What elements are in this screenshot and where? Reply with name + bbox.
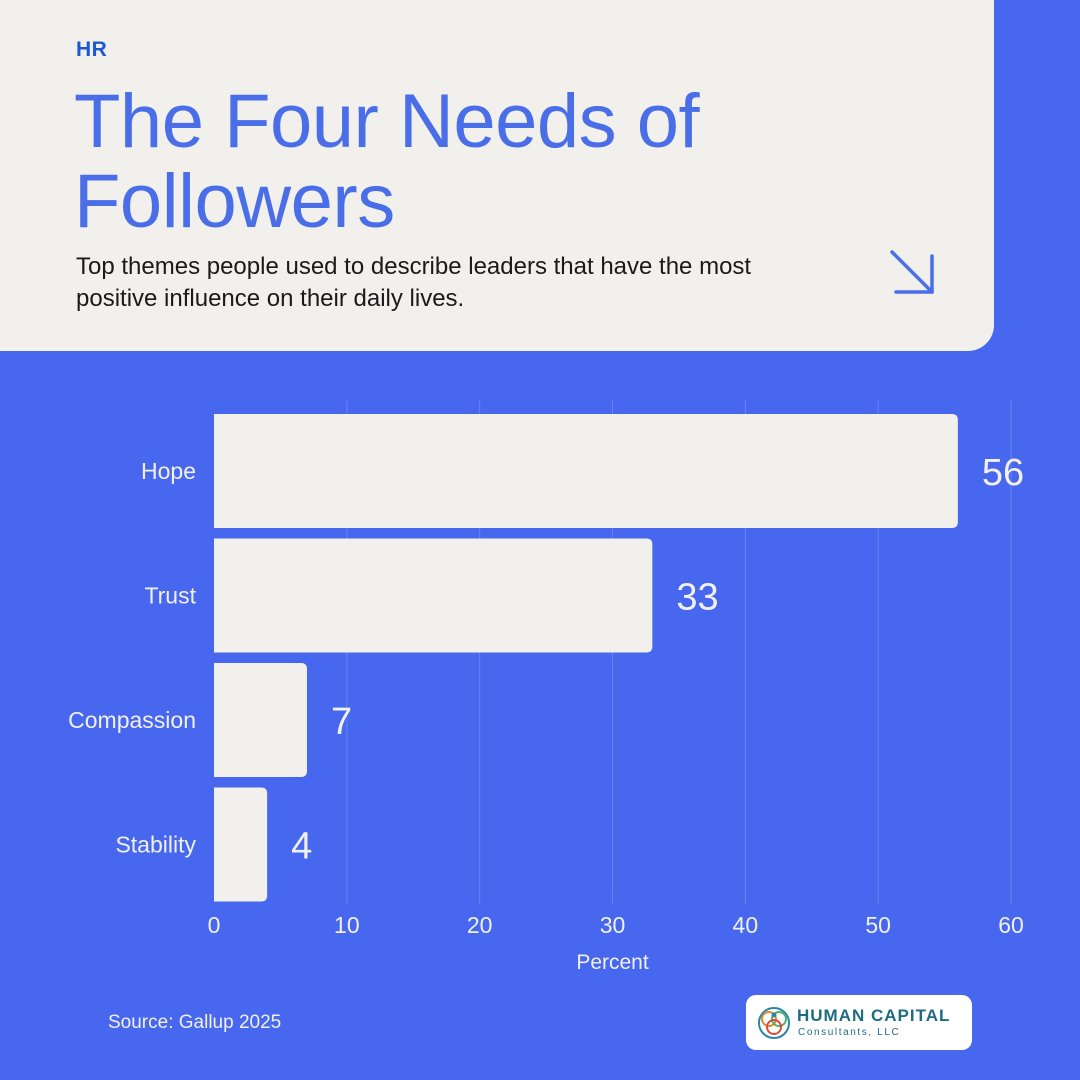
x-tick-label: 60 xyxy=(998,912,1024,938)
x-tick-label: 50 xyxy=(865,912,891,938)
category-label: Hope xyxy=(141,458,196,484)
logo-subtitle: Consultants, LLC xyxy=(798,1027,901,1038)
source-note: Source: Gallup 2025 xyxy=(108,1012,282,1033)
bar-stability xyxy=(214,787,268,902)
company-logo: HUMAN CAPITAL Consultants, LLC xyxy=(746,995,972,1050)
chart-labels: 0 10 20 30 40 50 60 Percent Hope 56 Trust 33 Compass… xyxy=(68,452,1024,974)
bar-trust xyxy=(214,538,653,653)
page-subtitle: Top themes people used to describe leade… xyxy=(76,253,752,312)
bar-compassion xyxy=(214,663,307,777)
value-label: 4 xyxy=(291,826,312,868)
logo-name: HUMAN CAPITAL xyxy=(797,1006,951,1025)
category-label: Stability xyxy=(115,832,196,858)
x-tick-label: 0 xyxy=(208,912,221,938)
value-label: 33 xyxy=(676,577,718,619)
page-title: The Four Needs of Followers xyxy=(74,79,700,244)
chart-bars xyxy=(214,414,958,902)
category-tag: HR xyxy=(76,38,108,61)
x-tick-label: 30 xyxy=(600,912,626,938)
header-card: HR The Four Needs of Followers Top theme… xyxy=(0,0,994,351)
value-label: 7 xyxy=(331,701,352,743)
x-axis-title: Percent xyxy=(576,951,649,974)
category-label: Compassion xyxy=(68,707,196,733)
x-tick-label: 10 xyxy=(334,912,360,938)
bar-hope xyxy=(214,414,958,528)
value-label: 56 xyxy=(982,452,1024,494)
x-tick-label: 40 xyxy=(733,912,759,938)
category-label: Trust xyxy=(144,583,196,609)
arrow-down-right-icon xyxy=(890,250,934,294)
x-tick-label: 20 xyxy=(467,912,493,938)
logo-mark-icon xyxy=(758,1007,790,1039)
bar-chart: 0 10 20 30 40 50 60 Percent Hope 56 Trust 33 Compass… xyxy=(68,400,1024,974)
